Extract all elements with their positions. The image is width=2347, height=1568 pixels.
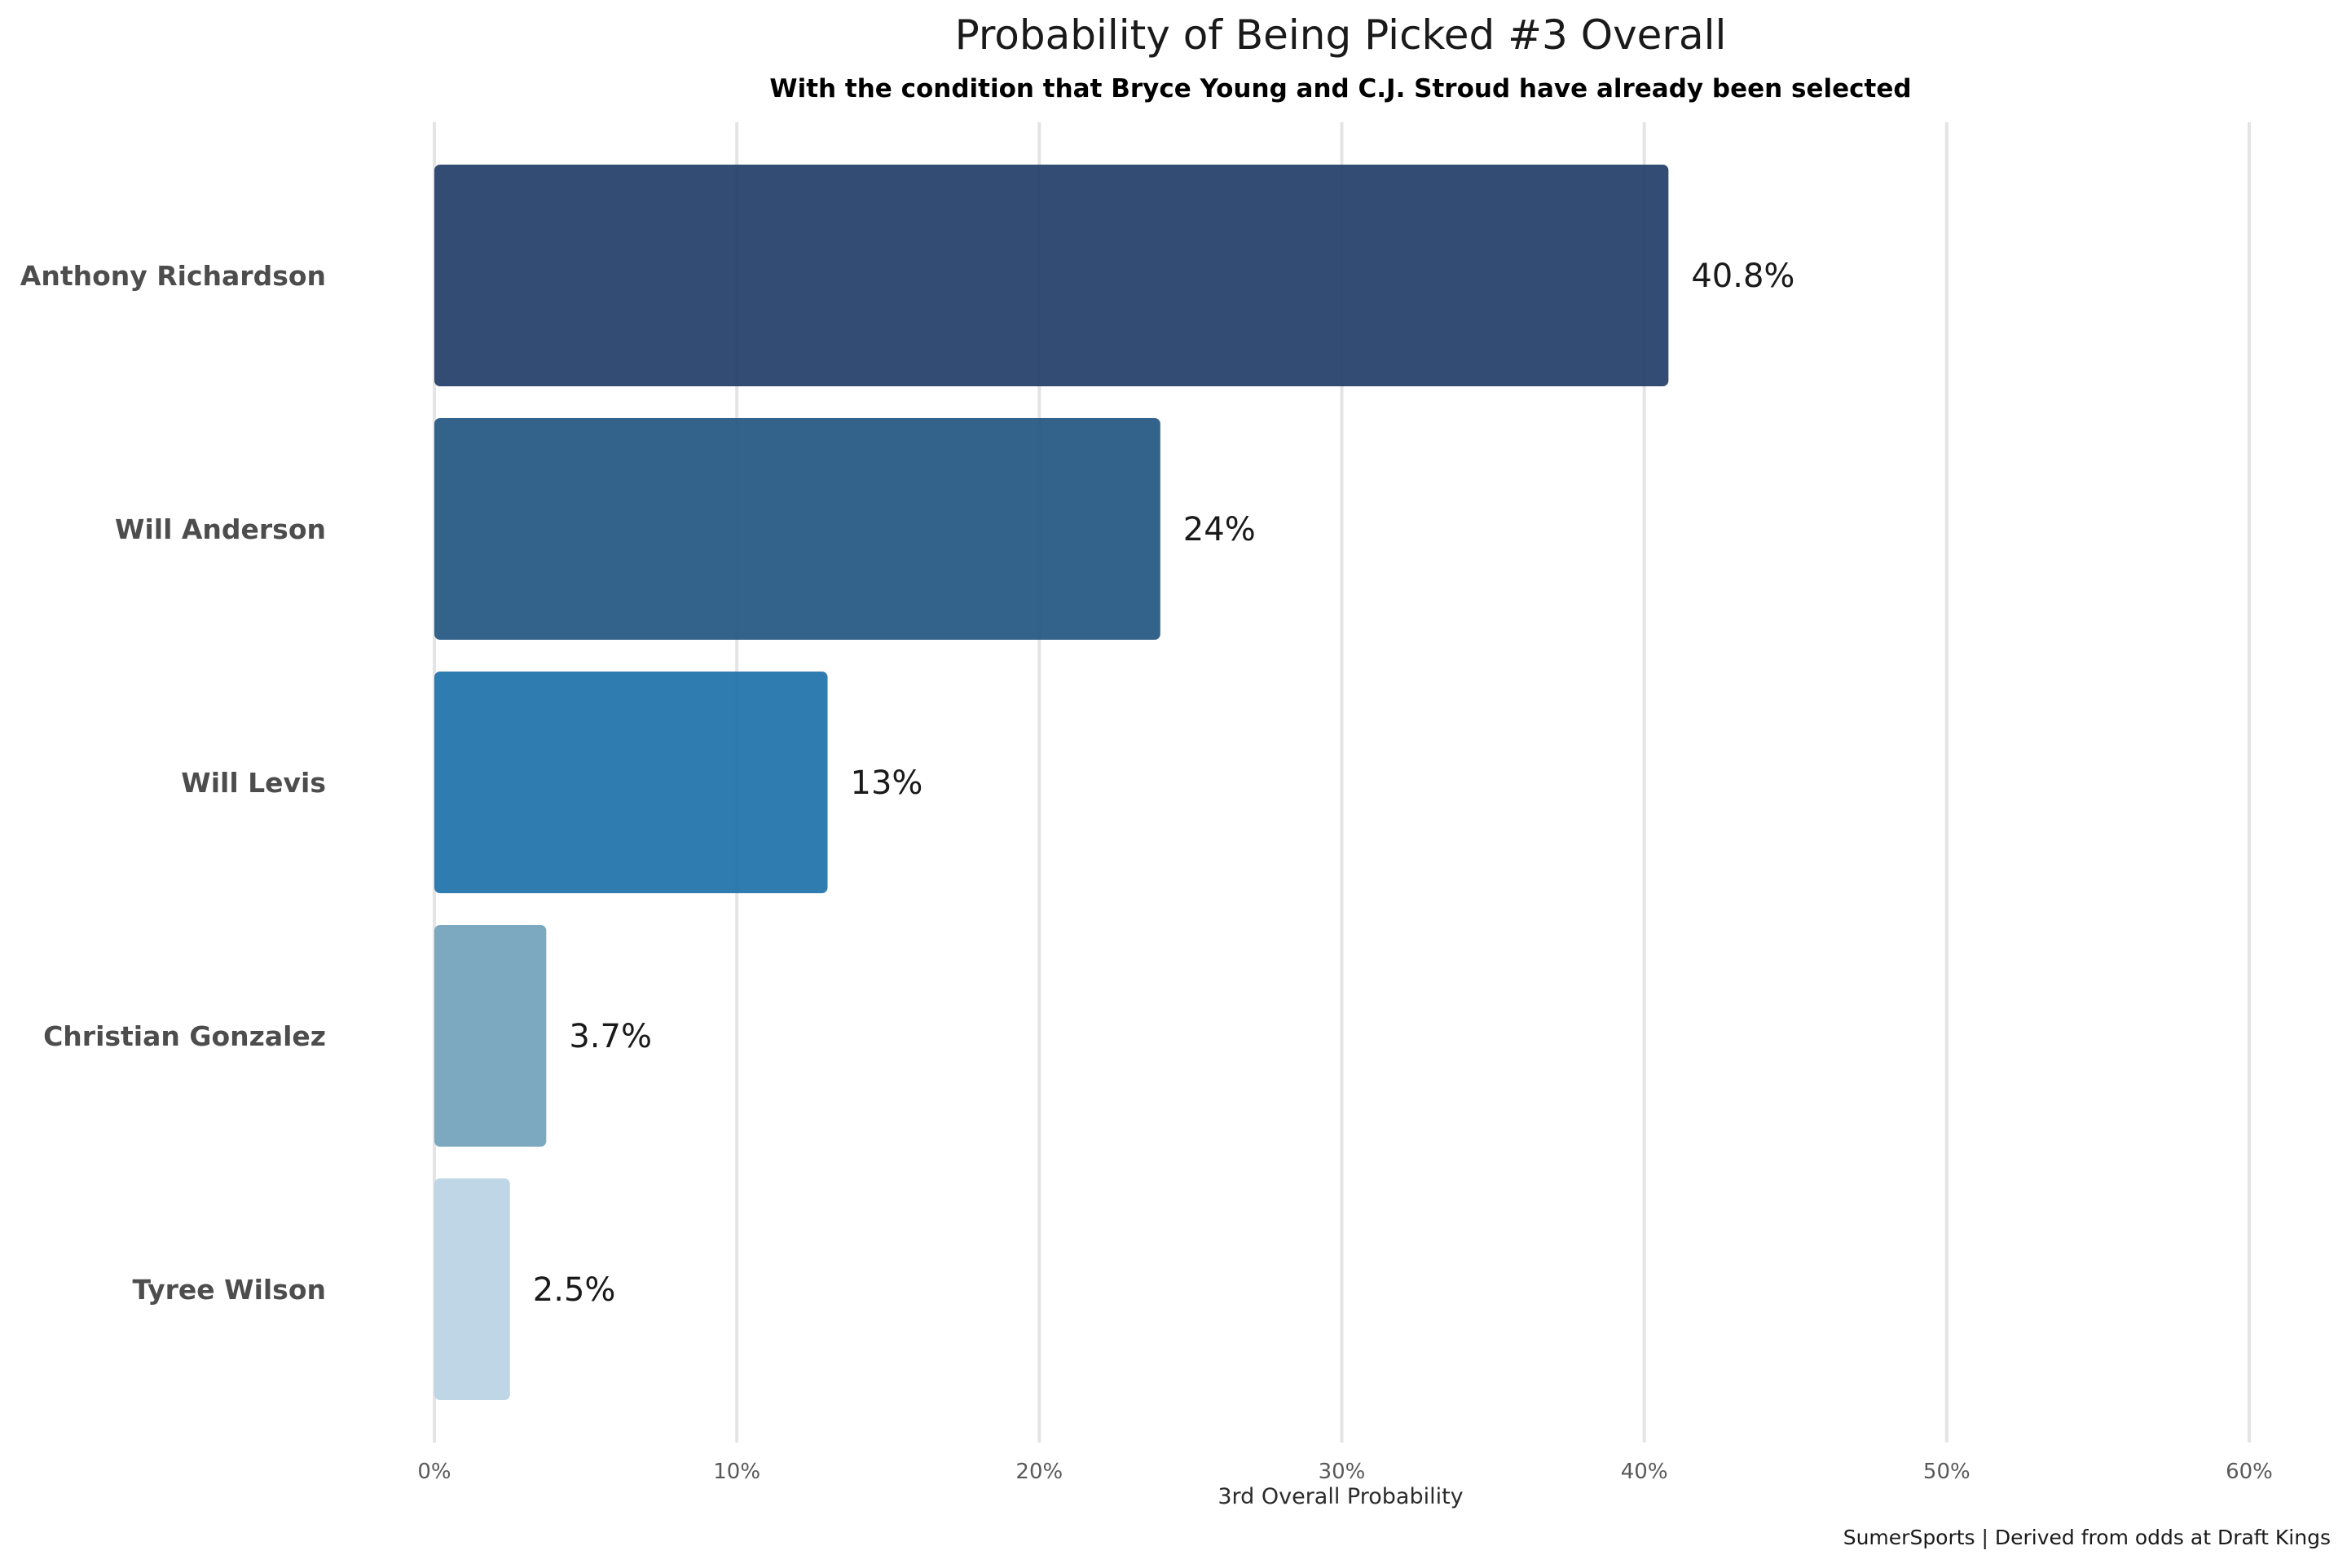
data-label: 40.8% [1691, 258, 1794, 295]
bar [434, 418, 1160, 640]
x-tick-label: 50% [1923, 1460, 1971, 1484]
data-label: 2.5% [533, 1271, 616, 1309]
bar [434, 165, 1669, 386]
data-label: 3.7% [569, 1018, 652, 1055]
x-tick-label: 40% [1621, 1460, 1668, 1484]
category-label: Will Levis [181, 767, 326, 799]
x-tick-label: 10% [713, 1460, 760, 1484]
category-label: Anthony Richardson [20, 260, 326, 292]
bar [434, 672, 828, 893]
category-label: Will Anderson [115, 513, 326, 545]
category-label: Tyree Wilson [133, 1274, 326, 1306]
x-axis-title: 3rd Overall Probability [1218, 1484, 1463, 1509]
x-tick-label: 30% [1319, 1460, 1366, 1484]
category-label: Christian Gonzalez [43, 1020, 326, 1052]
bar [434, 925, 547, 1147]
chart-subtitle: With the condition that Bryce Young and … [769, 74, 1911, 104]
bar [434, 1178, 510, 1400]
chart-title: Probability of Being Picked #3 Overall [955, 11, 1727, 59]
chart-caption: SumerSports | Derived from odds at Draft… [1843, 1526, 2331, 1549]
bars [434, 165, 1669, 1400]
x-tick-label: 20% [1015, 1460, 1063, 1484]
labels: 0% 10% 20% 30% 40% 50% 60% Anthony Richardson 40… [20, 258, 2273, 1484]
data-label: 13% [851, 764, 923, 802]
data-label: 24% [1183, 511, 1256, 548]
x-tick-label: 60% [2226, 1460, 2273, 1484]
x-tick-label: 0% [417, 1460, 451, 1484]
